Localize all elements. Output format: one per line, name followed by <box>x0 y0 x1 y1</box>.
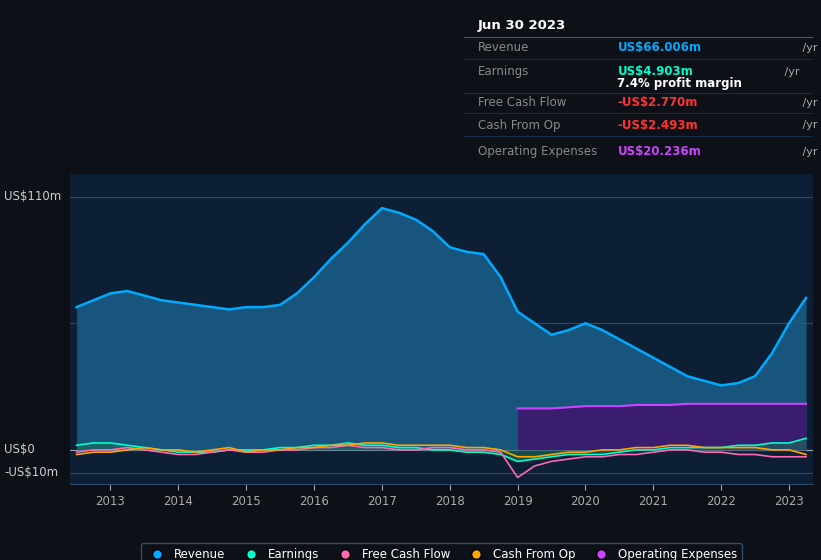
Text: 7.4% profit margin: 7.4% profit margin <box>617 77 742 90</box>
Text: -US$2.770m: -US$2.770m <box>617 96 698 109</box>
Text: /yr: /yr <box>799 147 818 157</box>
Text: Cash From Op: Cash From Op <box>478 119 560 132</box>
Text: /yr: /yr <box>799 120 818 130</box>
Text: Free Cash Flow: Free Cash Flow <box>478 96 566 109</box>
Text: -US$10m: -US$10m <box>4 466 58 479</box>
Legend: Revenue, Earnings, Free Cash Flow, Cash From Op, Operating Expenses: Revenue, Earnings, Free Cash Flow, Cash … <box>141 543 741 560</box>
Text: US$110m: US$110m <box>4 190 62 203</box>
Text: Earnings: Earnings <box>478 66 530 78</box>
Text: /yr: /yr <box>799 98 818 108</box>
Text: Operating Expenses: Operating Expenses <box>478 145 597 158</box>
Text: /yr: /yr <box>781 67 799 77</box>
Text: US$20.236m: US$20.236m <box>617 145 701 158</box>
Text: US$66.006m: US$66.006m <box>617 41 701 54</box>
Text: US$0: US$0 <box>4 444 34 456</box>
Text: -US$2.493m: -US$2.493m <box>617 119 698 132</box>
Text: Revenue: Revenue <box>478 41 530 54</box>
Text: /yr: /yr <box>799 43 818 53</box>
Text: Jun 30 2023: Jun 30 2023 <box>478 19 566 32</box>
Text: US$4.903m: US$4.903m <box>617 66 693 78</box>
